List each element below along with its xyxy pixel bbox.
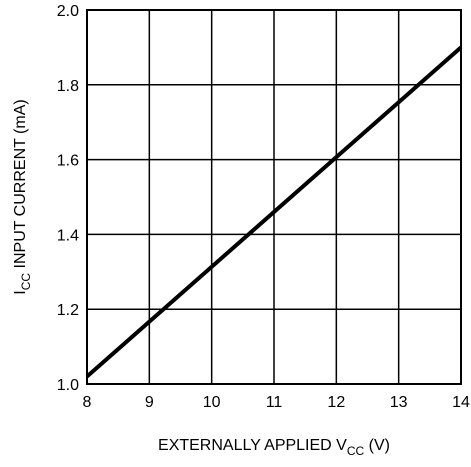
x-axis-title-unit: (V) <box>364 437 390 454</box>
x-tick-label: 9 <box>145 394 154 411</box>
plot-frame <box>86 9 462 385</box>
y-axis-title-rest: INPUT CURRENT (mA) <box>12 99 29 273</box>
series-line <box>85 45 463 379</box>
y-axis-title: ICC INPUT CURRENT (mA) <box>12 99 33 294</box>
y-tick-label: 1.4 <box>57 227 79 244</box>
x-tick-label: 10 <box>203 394 221 411</box>
x-axis-title-subscript: CC <box>347 444 365 458</box>
y-tick-label: 2.0 <box>57 3 79 20</box>
x-tick-label: 14 <box>452 394 470 411</box>
y-axis-title-subscript: CC <box>19 273 33 291</box>
series-layer <box>85 45 463 379</box>
x-tick-label: 13 <box>390 394 408 411</box>
y-tick-label: 1.0 <box>57 377 79 394</box>
y-tick-labels: 1.0 1.2 1.4 1.6 1.8 2.0 <box>57 3 79 394</box>
y-tick-label: 1.2 <box>57 302 79 319</box>
y-axis-title-main: I <box>12 290 29 294</box>
x-tick-label: 8 <box>83 394 92 411</box>
y-tick-label: 1.8 <box>57 78 79 95</box>
x-tick-labels: 8 9 10 11 12 13 14 <box>83 394 470 411</box>
x-axis-title-main: EXTERNALLY APPLIED V <box>158 437 347 454</box>
x-tick-label: 11 <box>266 394 283 411</box>
y-tick-label: 1.6 <box>57 153 79 170</box>
x-tick-label: 12 <box>327 394 345 411</box>
x-axis-title: EXTERNALLY APPLIED VCC (V) <box>158 437 390 458</box>
